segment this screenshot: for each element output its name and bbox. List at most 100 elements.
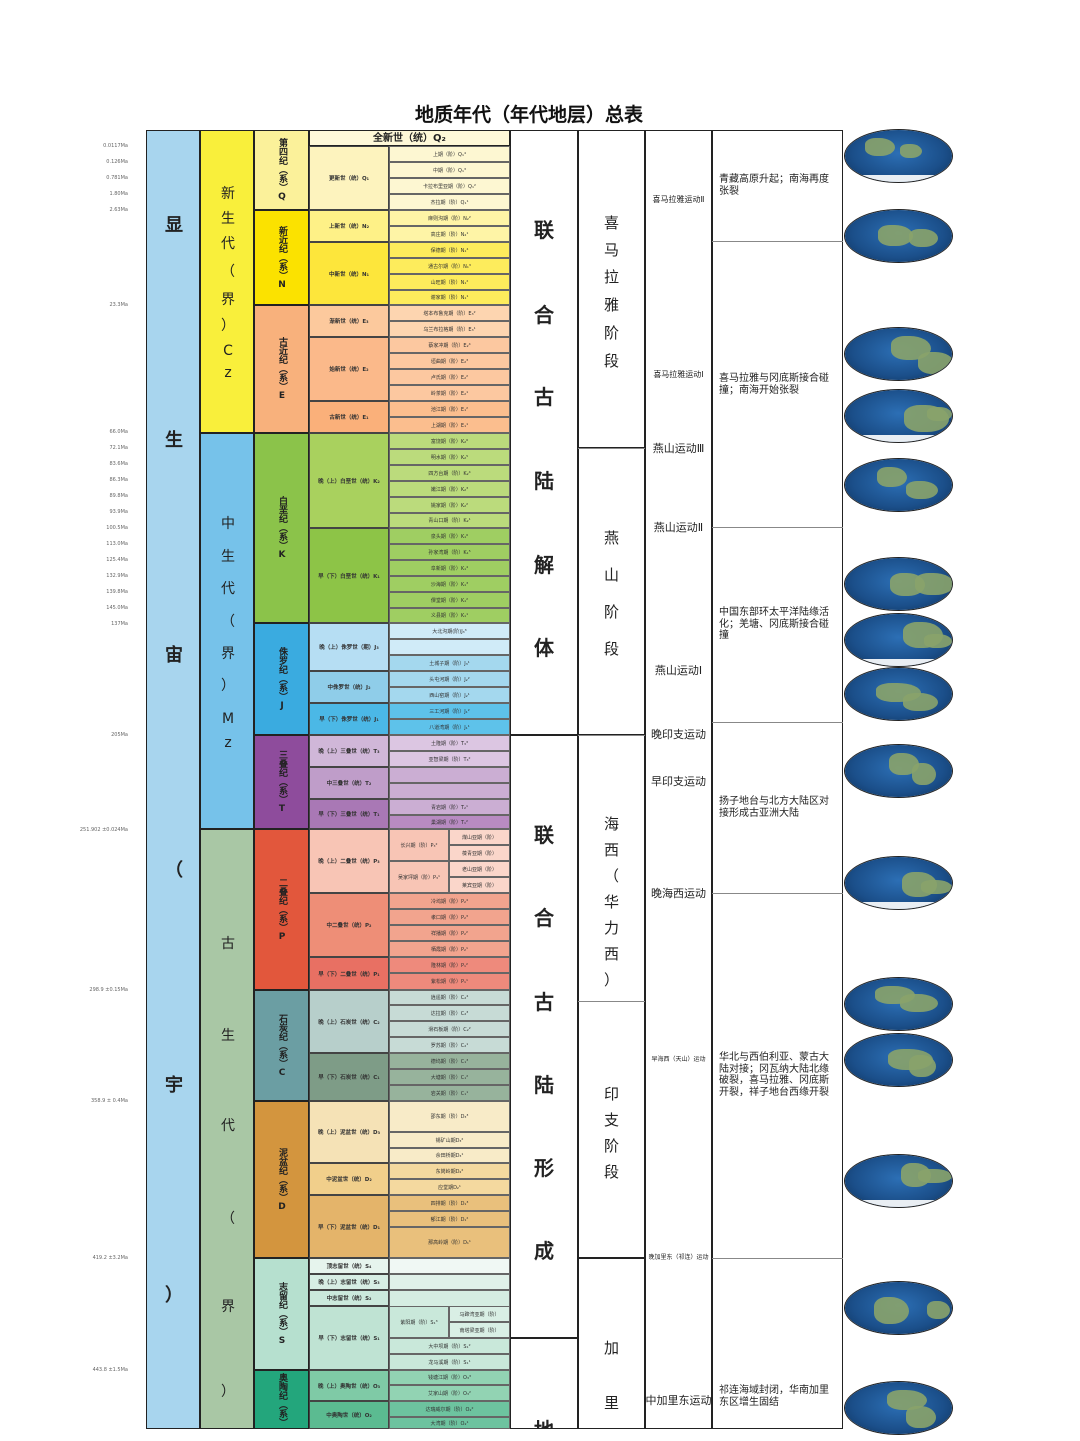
era-char: 代 — [221, 1118, 235, 1134]
period-label: 泥盆纪（系）D — [277, 1147, 287, 1212]
tectonic-stage-char: 西 — [603, 841, 619, 859]
movement-label: 晚海西运动 — [651, 886, 706, 900]
period-8: 石炭纪（系）C — [254, 990, 309, 1101]
tectonic-stage-char: 西 — [603, 945, 619, 963]
stage-cell — [389, 1274, 510, 1290]
divider — [578, 448, 645, 449]
landmass — [909, 1055, 936, 1077]
ma-tick: 83.6Ma — [109, 461, 128, 467]
period-5: 侏罗纪（系）J — [254, 623, 309, 735]
movement-label: 中加里东运动 — [645, 1393, 712, 1407]
period-label: 白垩纪（系）K — [277, 496, 287, 560]
period-label: 奥陶纪（系） — [277, 1372, 287, 1427]
tectonic-stage-char: 阶 — [603, 603, 619, 621]
ma-tick: 0.781Ma — [106, 175, 128, 181]
tectonic-stage-char: 山 — [603, 566, 619, 584]
stage-cell: 钱塘江期（阶）O₃³ — [389, 1370, 510, 1385]
tectonic-stage-2: 燕山阶段 — [578, 448, 645, 735]
stage-cell: 头屯河期（阶）J₂² — [389, 671, 510, 687]
stage-cell: 上湖期（阶）E₁¹ — [389, 417, 510, 433]
period-10: 志留纪（系）S — [254, 1258, 309, 1370]
ma-tick: 89.8Ma — [109, 493, 128, 499]
epoch-cell: 始新世（统）E₂ — [309, 337, 389, 401]
tectonic-stage-char: 段 — [603, 640, 619, 658]
landmass — [927, 407, 952, 421]
landmass — [865, 138, 895, 156]
movement-label: 早海西（天山）运动 — [651, 1056, 706, 1063]
movements-column — [645, 130, 712, 1429]
supercontinent-char: 古 — [534, 990, 554, 1014]
landmass — [927, 1301, 950, 1319]
stage-cell: 中期（阶）Q₁³ — [389, 162, 510, 178]
ma-tick: 145.0Ma — [106, 605, 128, 611]
stage-cell: 葆青亚期（阶） — [449, 845, 510, 861]
stage-cell: 西山窑期（阶）J₂¹ — [389, 687, 510, 703]
stage-cell: 乌兰布拉格期（阶）E₃¹ — [389, 321, 510, 337]
supercontinent-char: 解 — [534, 553, 554, 577]
page-title: 地质年代（年代地层）总表 — [414, 104, 643, 126]
era-char: 界 — [221, 1299, 235, 1315]
stage-cell: 嫩江期（阶）K₂³ — [389, 481, 510, 497]
event-note: 祁连海域封闭，华南加里东区增生固结 — [719, 1385, 829, 1408]
supercontinent-char: 古 — [534, 385, 554, 409]
eon-char: 宇 — [165, 1075, 183, 1096]
ice-cap — [845, 1199, 952, 1207]
globe-3 — [845, 328, 952, 380]
landmass — [903, 693, 938, 711]
era-char: 生 — [221, 1028, 235, 1044]
period-label: 志留纪（系）S — [277, 1282, 287, 1346]
stage-cell: 阜新期（阶）K₁⁴ — [389, 560, 510, 576]
ma-tick: 72.1Ma — [109, 445, 128, 451]
ma-tick: 251.902 ±0.024Ma — [79, 827, 128, 833]
supercontinent-char: 联 — [534, 823, 554, 847]
stage-cell: 锡矿山期D₃² — [389, 1132, 510, 1148]
ma-tick: 86.3Ma — [109, 477, 128, 483]
stage-cell: 莱宾亚期（阶） — [449, 877, 510, 893]
period-3: 古近纪（系）E — [254, 305, 309, 433]
landmass — [887, 1390, 927, 1410]
landmass — [918, 1169, 952, 1183]
movement-label: 燕山运动Ⅱ — [653, 520, 704, 534]
stage-cell: 滑石板期（阶）C₂² — [389, 1021, 510, 1037]
globe-11 — [845, 978, 952, 1030]
stage-cell: 马蹄湾亚期（阶） — [449, 1306, 510, 1322]
globe-5 — [845, 459, 952, 511]
globe-2 — [845, 210, 952, 262]
epoch-cell: 晚（上）泥盆世（统）D₃ — [309, 1101, 389, 1163]
era-3: 古生代 （ 界 ） — [200, 829, 254, 1429]
stage-cell: 隆林期（阶）P₁² — [389, 957, 510, 973]
stage-cell — [389, 639, 510, 655]
stage-cell: 祥播期（阶）P₂² — [389, 925, 510, 941]
stage-cell: 垣曲期（阶）E₂³ — [389, 353, 510, 369]
supercontinent-char: 联 — [534, 218, 554, 242]
eon-char: 显 — [165, 215, 183, 236]
epoch-cell: 早（下）三叠世（统）T₁ — [309, 799, 389, 829]
supercontinent-char: 合 — [534, 303, 554, 327]
tectonic-stage-3: 海西（华力西） — [578, 735, 645, 1001]
stage-cell: 明水期（阶）K₂⁵ — [389, 449, 510, 465]
period-label: 古近纪（系）E — [277, 337, 287, 401]
landmass — [900, 144, 922, 158]
epoch-cell: 晚（上）侏罗世（期）J₃ — [309, 623, 389, 671]
period-2: 新近纪（系）N — [254, 210, 309, 305]
stage-cell: 孝口期（阶）P₂³ — [389, 909, 510, 925]
ma-tick: 66.0Ma — [109, 429, 128, 435]
stage-cell: 紫松期（阶）P₁¹ — [389, 973, 510, 990]
ma-tick: 0.126Ma — [106, 159, 128, 165]
epoch-cell: 中二叠世（统）P₂ — [309, 893, 389, 957]
ice-cap — [845, 174, 952, 182]
era-char: C — [223, 343, 233, 359]
period-9: 泥盆纪（系）D — [254, 1101, 309, 1258]
ma-tick: 443.8 ±1.5Ma — [92, 1367, 128, 1373]
stage-cell: 塔本布鲁克期（阶）E₃² — [389, 305, 510, 321]
supercontinent-char: 成 — [534, 1239, 554, 1263]
landmass — [909, 229, 938, 247]
supercontinent-char: 形 — [534, 1156, 554, 1180]
tectonic-stage-char: 马 — [603, 241, 619, 259]
period-label: 第四纪（系）Q — [277, 138, 287, 202]
stage-cell: 达瑞威尔期（阶）O₂² — [389, 1401, 510, 1417]
stage-cell: 龙马溪期（阶）S₁¹ — [389, 1354, 510, 1370]
ma-tick: 298.9 ±0.15Ma — [89, 987, 128, 993]
stage-cell: 大北沟期(阶)J₃³ — [389, 623, 510, 639]
